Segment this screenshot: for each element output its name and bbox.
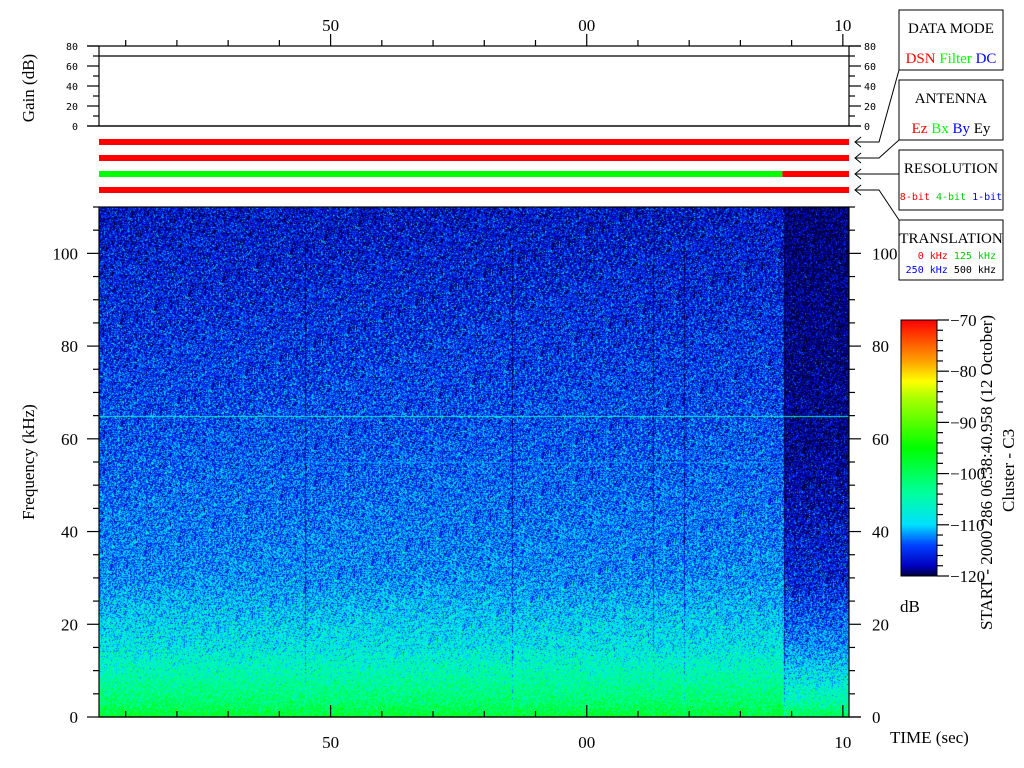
legend-data-mode: DATA MODE DSN Filter DC [898,9,1004,71]
time-tick-label-top: 10 [834,16,851,35]
legend-title: TRANSLATION [899,231,1002,247]
time-tick-label: 00 [578,733,595,752]
legend-item: 125 kHz [954,251,996,262]
gain-tick-label: 0 [72,122,78,133]
frequency-tick-label: 100 [872,244,898,263]
legend-connectors [854,69,900,221]
legend-item: Ez [912,121,928,137]
frequency-tick-label: 0 [70,708,79,727]
legend-title: DATA MODE [908,21,994,37]
frequency-tick-label: 60 [872,430,889,449]
colorbar-tick-label: −90 [950,413,977,432]
frequency-tick-label: 80 [872,337,889,356]
legend-item: 250 kHz [906,265,948,276]
gain-tick-label: 0 [864,122,870,133]
legend-item: By [952,121,970,137]
gain-axis-label: Gain (dB) [19,54,38,122]
legend-translation: TRANSLATION 0 kHz 125 kHz 250 kHz 500 kH… [898,219,1004,281]
time-tick-label: 10 [834,733,851,752]
frequency-tick-label: 40 [61,523,78,542]
status-bar-resolution [99,171,783,177]
gain-tick-label: 80 [864,42,876,53]
colorbar-tick-label: −100 [950,465,985,484]
svg-text:Ez Bx By Ey: Ez Bx By Ey [912,121,991,137]
spacecraft-label: Cluster - C3 [999,429,1018,512]
spectrogram-heatmap [99,207,849,717]
frequency-tick-label: 60 [61,430,78,449]
frequency-tick-label: 20 [61,615,78,634]
legend-item: Bx [931,121,949,137]
time-tick-label: 50 [322,733,339,752]
svg-text:8-bit 4-bit 1-bit: 8-bit 4-bit 1-bit [900,192,1002,203]
colorbar-tick-label: −70 [950,311,977,330]
legend-item: DC [976,51,997,67]
legend-item: 1-bit [972,192,1002,203]
gain-tick-label: 80 [66,42,78,53]
colorbar-tick-label: −80 [950,362,977,381]
frequency-axis-label: Frequency (kHz) [19,404,38,520]
gain-tick-label: 20 [864,102,876,113]
legend-item: 500 kHz [954,265,996,276]
legend-item: Filter [939,51,972,67]
frequency-tick-label: 0 [872,708,881,727]
legend-item: DSN [906,51,936,67]
status-bar-translation [99,187,849,193]
colorbar-tick-label: −110 [950,516,984,535]
status-bar-resolution [782,171,849,177]
time-tick-label-top: 50 [322,16,339,35]
svg-text:DSN Filter DC: DSN Filter DC [906,51,997,67]
colorbar-unit-label: dB [900,597,920,616]
frequency-tick-label: 80 [61,337,78,356]
gain-tick-label: 60 [66,62,78,73]
gain-tick-label: 20 [66,102,78,113]
spectrogram-frame [98,206,850,718]
gain-tick-label: 40 [864,82,876,93]
start-time-label: START - 2000 286 06:38:40.958 (12 Octobe… [977,315,996,630]
frequency-tick-label: 40 [872,523,889,542]
status-bar-data-mode [99,139,849,145]
legend-title: ANTENNA [915,91,988,107]
time-axis-label: TIME (sec) [890,728,969,747]
legend-item: 0 kHz [918,251,948,262]
legend-resolution: RESOLUTION 8-bit 4-bit 1-bit [898,149,1004,211]
colorbar [900,319,938,577]
legend-item: Ey [974,121,991,137]
svg-text:0 kHz 125 kHz: 0 kHz 125 kHz [918,251,996,262]
legend-item: 4-bit [936,192,966,203]
legend-title: RESOLUTION [904,161,998,177]
gain-tick-label: 40 [66,82,78,93]
legend-item: 8-bit [900,192,930,203]
svg-text:250 kHz 500 kHz: 250 kHz 500 kHz [906,265,996,276]
colorbar-tick-label: −120 [950,567,985,586]
legend-antenna: ANTENNA Ez Bx By Ey [898,79,1004,141]
time-tick-label-top: 00 [578,16,595,35]
gain-tick-label: 60 [864,62,876,73]
frequency-tick-label: 100 [53,244,79,263]
frequency-tick-label: 20 [872,615,889,634]
status-bar-antenna [99,155,849,161]
